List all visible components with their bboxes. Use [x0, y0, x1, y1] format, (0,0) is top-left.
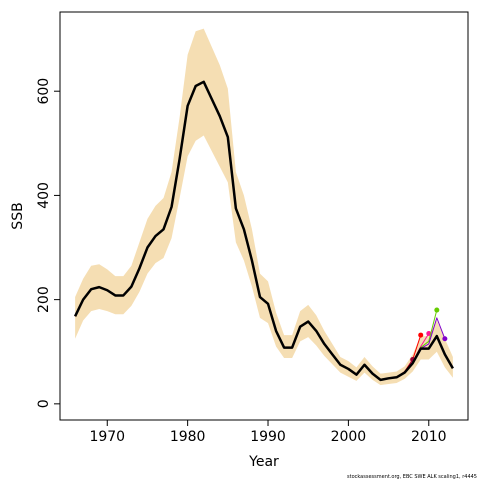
y-tick-label: 600: [36, 78, 52, 105]
series-line: [73, 80, 454, 382]
x-tick-label: 2010: [411, 429, 447, 445]
x-tick-label: 1980: [170, 429, 206, 445]
y-axis-label: SSB: [10, 202, 26, 229]
x-tick-label: 2000: [331, 429, 367, 445]
end-point: [434, 307, 440, 313]
x-axis-label: Year: [248, 454, 279, 470]
plot-frame: [59, 11, 469, 421]
x-tick-label: 1970: [89, 429, 125, 445]
y-tick-label: 0: [36, 399, 52, 408]
y-tick-label: 400: [36, 182, 52, 209]
footnote: stockassessment.org, EBC SWE ALK scaling…: [347, 474, 477, 480]
confidence-band: [75, 28, 453, 386]
end-point: [442, 336, 448, 342]
series-line: [420, 317, 446, 350]
y-tick-label: 200: [36, 286, 52, 313]
end-point: [418, 332, 424, 338]
x-tick-label: 1990: [250, 429, 286, 445]
